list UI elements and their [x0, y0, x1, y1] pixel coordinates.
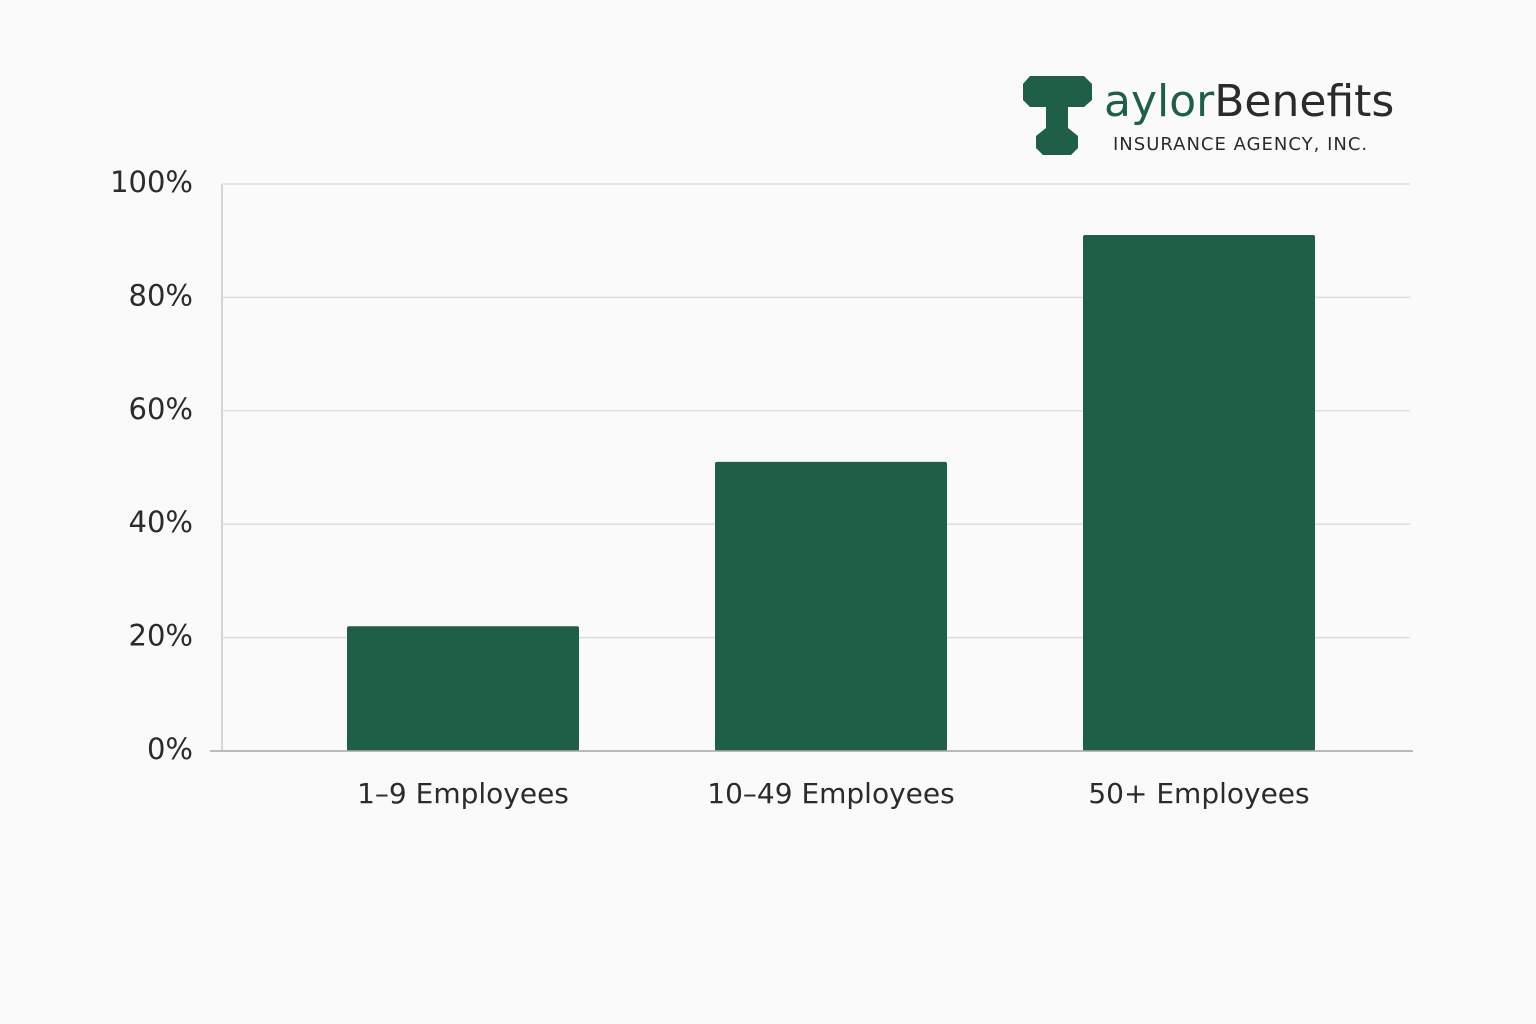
logo-accent: aylor: [1104, 76, 1215, 127]
y-tick-label: 60%: [129, 392, 193, 426]
x-tick-label: 50+ Employees: [1088, 777, 1309, 810]
bar: [347, 626, 579, 751]
bar: [715, 461, 947, 751]
y-tick-label: 0%: [147, 732, 193, 766]
logo-tagline: INSURANCE AGENCY, INC.: [1113, 134, 1368, 155]
y-tick-label: 40%: [129, 505, 193, 539]
x-tick-label: 1–9 Employees: [357, 777, 569, 810]
bar: [1083, 235, 1315, 751]
x-tick-label: 10–49 Employees: [707, 777, 954, 810]
y-tick-label: 80%: [129, 278, 193, 312]
logo-rest: Benefits: [1214, 76, 1394, 127]
y-tick-label: 100%: [110, 165, 193, 199]
y-tick-label: 20%: [129, 619, 193, 653]
logo-wordmark: aylorBenefits: [1104, 76, 1394, 127]
logo-mark: [1023, 76, 1092, 155]
logo: aylorBenefits INSURANCE AGENCY, INC.: [1023, 76, 1394, 155]
